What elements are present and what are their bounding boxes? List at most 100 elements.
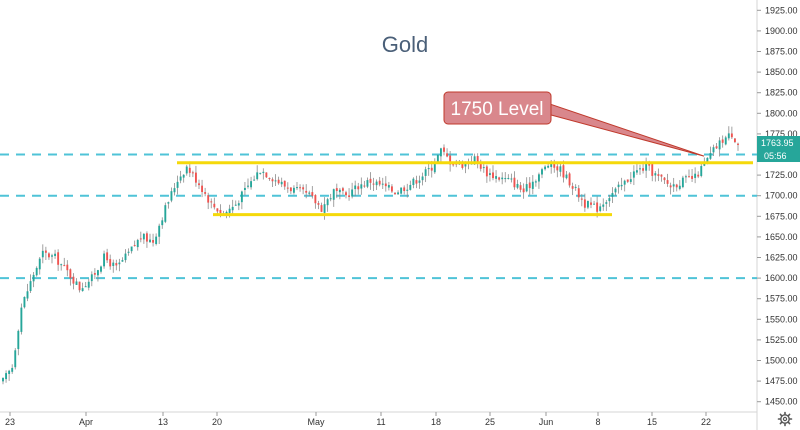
candle-body — [501, 177, 504, 180]
candle-body — [29, 281, 32, 291]
candle-body — [271, 179, 274, 182]
y-tick-label: 1650.00 — [765, 232, 798, 242]
candle-body — [136, 239, 139, 248]
candle-body — [439, 148, 442, 157]
candle-body — [265, 172, 268, 178]
y-tick-label: 1500.00 — [765, 356, 798, 366]
candle-body — [360, 184, 363, 189]
gear-icon[interactable] — [777, 411, 793, 427]
candle-body — [394, 192, 396, 195]
candle-body — [286, 187, 289, 189]
candle-body — [354, 185, 357, 190]
candle-body — [243, 187, 246, 191]
candle-body — [348, 195, 351, 197]
candle-body — [666, 180, 669, 184]
candle-body — [87, 281, 90, 288]
candle-body — [289, 187, 292, 192]
candle-body — [296, 187, 298, 189]
candle-body — [299, 187, 302, 189]
candle-body — [188, 167, 191, 173]
candle-body — [433, 163, 436, 173]
candle-body — [568, 173, 571, 186]
candle-body — [253, 179, 256, 181]
y-tick-label: 1550.00 — [765, 314, 798, 324]
candle-body — [669, 185, 672, 188]
candle-body — [574, 186, 577, 188]
candle-body — [66, 264, 69, 271]
candle-body — [709, 153, 712, 159]
candle-body — [283, 180, 286, 187]
candle-body — [35, 267, 38, 276]
candle-body — [127, 251, 130, 253]
candle-body — [513, 177, 516, 188]
candle-body — [231, 206, 234, 211]
candle-body — [259, 172, 262, 174]
candle-body — [69, 269, 72, 279]
candle-body — [173, 188, 176, 193]
candle-body — [158, 225, 161, 237]
x-tick-label: Apr — [79, 417, 93, 427]
candle-body — [550, 161, 553, 167]
candle-body — [580, 198, 583, 200]
candle-body — [210, 201, 213, 203]
x-tick-label: Jun — [539, 417, 554, 427]
candle-body — [531, 181, 534, 189]
candle-body — [234, 204, 237, 206]
candle-body — [516, 183, 519, 188]
candle-body — [571, 186, 574, 189]
candle-body — [565, 174, 568, 179]
level-annotation[interactable]: 1750 Level — [443, 91, 705, 157]
candle-body — [614, 188, 617, 193]
candle-body — [403, 187, 406, 192]
candle-body — [335, 188, 338, 191]
candle-body — [305, 190, 308, 193]
candle-body — [492, 172, 494, 179]
candle-body — [645, 163, 648, 171]
candle-body — [706, 157, 709, 162]
candle-body — [191, 172, 194, 174]
plot-area[interactable] — [0, 0, 757, 412]
candle-body — [632, 171, 635, 178]
candle-body — [262, 171, 265, 173]
candle-body — [544, 166, 547, 170]
candle-body — [216, 208, 219, 212]
candle-body — [81, 288, 84, 292]
candle-body — [498, 177, 501, 180]
candle-body — [112, 262, 115, 266]
candle-body — [167, 202, 170, 204]
candle-body — [75, 281, 78, 285]
candle-body — [449, 155, 452, 165]
y-tick-label: 1525.00 — [765, 335, 798, 345]
candle-body — [228, 208, 231, 214]
candle-body — [678, 185, 681, 189]
candle-body — [332, 189, 335, 200]
candle-body — [534, 181, 537, 183]
candle-body — [485, 166, 488, 177]
candle-body — [599, 206, 602, 211]
candle-body — [274, 180, 277, 182]
candle-body — [17, 330, 20, 350]
countdown-label: 05:56 — [764, 151, 787, 161]
candle-body — [556, 166, 559, 171]
candle-body — [700, 166, 703, 176]
candle-body — [47, 253, 50, 258]
candle-body — [164, 205, 167, 222]
candle-body — [78, 281, 81, 291]
candle-body — [375, 181, 378, 186]
candle-body — [446, 153, 449, 157]
candle-body — [51, 255, 53, 257]
candle-body — [430, 167, 433, 171]
x-tick-label: 13 — [158, 417, 168, 427]
candle-body — [718, 140, 721, 150]
candle-body — [292, 187, 295, 193]
price-axis-ticks: 1450.00 1475.00 1500.00 1525.00 1550.00 1575.… — [757, 5, 798, 407]
candle-body — [63, 265, 66, 267]
channel-lines[interactable] — [177, 161, 753, 217]
candle-body — [219, 209, 222, 214]
candle-body — [623, 180, 626, 185]
candle-body — [390, 186, 393, 192]
candle-body — [213, 203, 216, 208]
candle-body — [737, 143, 739, 145]
candle-body — [586, 201, 589, 208]
